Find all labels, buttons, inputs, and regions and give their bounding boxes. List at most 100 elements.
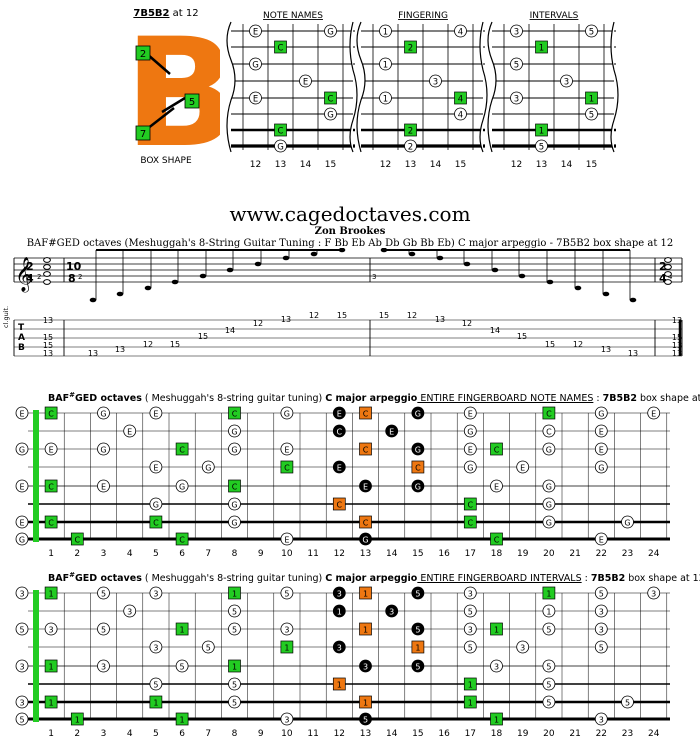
mini-fret-number: 13: [275, 160, 286, 170]
board-open-circle: [15, 532, 29, 546]
mini-note-label: G: [252, 61, 259, 71]
mini-note-circle: [379, 91, 392, 105]
mini-note-label: 4: [458, 28, 463, 38]
mini-root-box: [274, 40, 287, 54]
board-note-label: 3: [101, 662, 106, 671]
board-note-circle: [228, 424, 241, 438]
board-note-circle: [280, 442, 294, 456]
site-url: www.cagedoctaves.com: [229, 202, 471, 226]
board-note-circle: [149, 677, 163, 691]
board-fret-number: 16: [438, 549, 450, 559]
board-root-box: [332, 677, 346, 691]
board-note-label: 3: [599, 625, 604, 634]
board-note-label: G: [231, 518, 237, 527]
board-note-circle: [332, 424, 346, 438]
board-open-label: 3: [19, 589, 24, 598]
measure-number: 3: [372, 273, 376, 281]
tab-number: 13: [435, 315, 445, 324]
board-note-label: 3: [468, 625, 473, 634]
time-sig-top: 10: [66, 260, 82, 273]
tab-letter: B: [18, 343, 25, 353]
tab-number: 12: [462, 319, 472, 328]
board-note-label: 3: [127, 607, 132, 616]
board-intervals-title: BAF#GED octaves ( Meshuggah's 8-string g…: [48, 571, 700, 584]
mini-root-box: [454, 91, 467, 105]
svg-text:2: 2: [140, 49, 146, 60]
board-note-circle: [149, 497, 163, 511]
board-root-box: [175, 442, 189, 456]
tab-number: 12: [309, 311, 319, 320]
board-note-circle: [411, 442, 425, 456]
board-fret-number: 24: [648, 549, 660, 559]
board-note-label: E: [468, 445, 473, 454]
board-intervals-title-1: BAF: [48, 573, 70, 585]
board-note-label: C: [468, 500, 474, 509]
board-root-box: [44, 586, 58, 600]
board-note-label: E: [599, 445, 604, 454]
board-note-label: C: [337, 427, 343, 436]
board-note-circle: [97, 622, 110, 636]
board-open-label: G: [19, 535, 25, 544]
board-note-label: 5: [546, 662, 551, 671]
board-fret-number: 13: [360, 729, 371, 739]
board-note-circle: [228, 515, 241, 529]
board-note-circle: [542, 479, 556, 493]
mini-root-box: [535, 123, 548, 137]
mini-note-circle: [249, 24, 262, 38]
board-note-label: C: [232, 482, 238, 491]
board-fret-number: 8: [232, 549, 238, 559]
board-fret-number: 8: [232, 729, 238, 739]
tab-number: 15: [672, 333, 682, 342]
board-names-title: BAF#GED octaves ( Meshuggah's 8-string g…: [48, 391, 700, 404]
board-note-label: 1: [363, 625, 368, 634]
board-note-label: G: [205, 463, 211, 472]
time-sig-bottom: 8: [68, 272, 76, 285]
board-note-label: 5: [415, 589, 420, 598]
board-names-title-2: GED octaves: [74, 393, 142, 405]
board-note-circle: [594, 460, 608, 474]
board-note-label: C: [179, 535, 185, 544]
board-note-label: 1: [153, 698, 158, 707]
tab-number: 12: [573, 340, 583, 349]
mini-note-label: 1: [383, 95, 388, 105]
board-note-label: G: [153, 500, 159, 509]
board-note-label: G: [546, 445, 552, 454]
tab-number: 13: [601, 345, 611, 354]
board-fret-number: 19: [517, 729, 529, 739]
mini-note-label: G: [327, 28, 334, 38]
board-note-label: G: [546, 518, 552, 527]
mini-title: FINGERING: [398, 11, 448, 21]
board-names-title-1: BAF: [48, 393, 70, 405]
board-note-circle: [542, 695, 556, 709]
score-subtitle: BAF#GED octaves (Meshuggah's 8-String Gu…: [26, 238, 674, 249]
board-note-circle: [201, 460, 215, 474]
board-note-label: 1: [284, 643, 289, 652]
tab-letter: A: [18, 333, 25, 343]
treble-clef: 𝄞: [15, 257, 33, 293]
board-fret-number: 3: [101, 549, 107, 559]
board-open-label: 5: [19, 715, 24, 724]
board-note-circle: [97, 479, 110, 493]
mini-note-label: 1: [383, 28, 388, 38]
box-shape-title-main: 7B5B2: [133, 8, 170, 19]
board-note-circle: [385, 424, 399, 438]
board-note-circle: [463, 640, 477, 654]
board-note-label: 3: [337, 589, 342, 598]
board-note-circle: [228, 622, 241, 636]
board-root-box: [44, 479, 58, 493]
board-root-box: [149, 515, 163, 529]
board-note-label: 1: [180, 715, 185, 724]
tab-number: 12: [407, 311, 417, 320]
board-note-label: 3: [153, 589, 158, 598]
chord-note: [664, 257, 672, 263]
board-note-label: 3: [284, 715, 289, 724]
tab-number: 15: [43, 341, 53, 350]
board-note-circle: [332, 460, 346, 474]
mini-note-circle: [510, 91, 523, 105]
board-note-circle: [228, 695, 241, 709]
mini-note-circle: [299, 74, 312, 88]
board-note-circle: [280, 712, 294, 726]
board-fret-number: 9: [258, 549, 264, 559]
board-fret-number: 22: [596, 549, 607, 559]
